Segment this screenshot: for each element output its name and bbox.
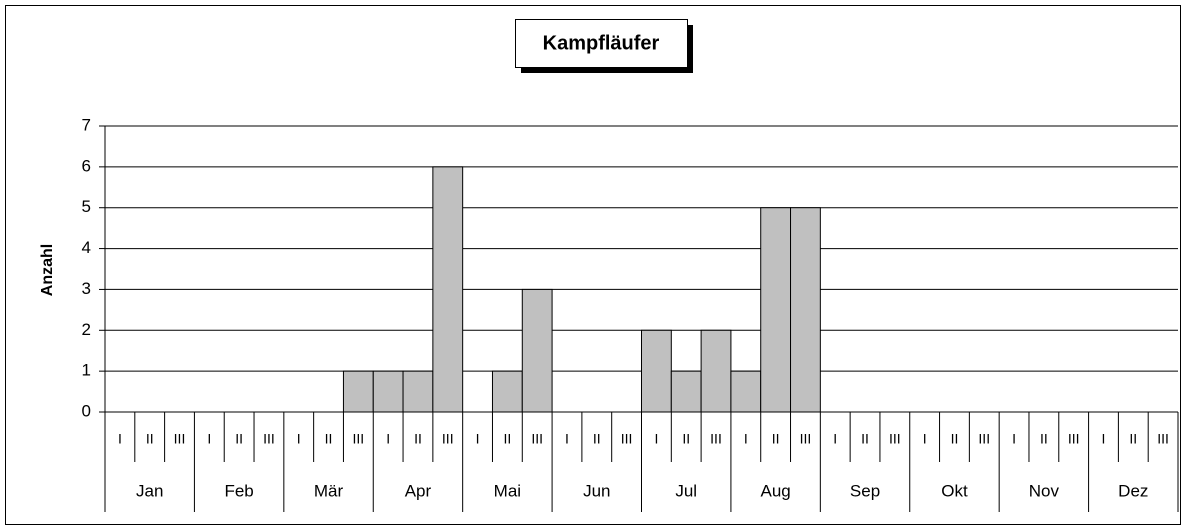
x-tick-label: III <box>1157 431 1169 447</box>
x-tick-label: II <box>325 431 333 447</box>
x-group-label: Jul <box>675 481 697 500</box>
x-group-label: Jun <box>583 481 610 500</box>
x-tick-label: II <box>772 431 780 447</box>
x-tick-label: II <box>861 431 869 447</box>
x-tick-label: I <box>386 431 390 447</box>
y-tick-label: 7 <box>82 115 91 134</box>
x-tick-label: I <box>833 431 837 447</box>
bar <box>521 288 553 413</box>
x-group-label: Aug <box>761 481 791 500</box>
title-box <box>515 19 688 68</box>
y-tick-label: 1 <box>82 361 91 380</box>
x-group-label: Nov <box>1029 481 1060 500</box>
bar <box>342 370 374 413</box>
x-tick-label: III <box>353 431 365 447</box>
x-tick-label: III <box>621 431 633 447</box>
bar <box>790 207 821 413</box>
x-tick-label: I <box>207 431 211 447</box>
x-group-label: Mai <box>494 481 521 500</box>
x-tick-label: II <box>414 431 422 447</box>
x-tick-label: III <box>442 431 454 447</box>
bar <box>641 329 672 413</box>
bar <box>730 370 762 413</box>
x-tick-label: II <box>503 431 511 447</box>
bar <box>491 370 523 413</box>
x-tick-label: I <box>744 431 748 447</box>
x-group-label: Okt <box>941 481 968 500</box>
x-tick-label: III <box>800 431 812 447</box>
x-tick-label: I <box>1102 431 1106 447</box>
x-group-label: Apr <box>405 481 432 500</box>
x-tick-label: I <box>565 431 569 447</box>
x-tick-label: II <box>1129 431 1137 447</box>
bar <box>760 207 792 413</box>
x-group-label: Jan <box>136 481 163 500</box>
y-tick-label: 0 <box>82 401 91 420</box>
x-tick-label: III <box>263 431 275 447</box>
x-tick-label: II <box>146 431 154 447</box>
x-tick-label: III <box>710 431 722 447</box>
y-tick-label: 2 <box>82 320 91 339</box>
x-tick-label: I <box>654 431 658 447</box>
bar <box>432 166 464 413</box>
x-tick-label: II <box>1040 431 1048 447</box>
x-tick-label: III <box>978 431 990 447</box>
x-tick-label: II <box>951 431 959 447</box>
chart-border <box>5 5 1181 525</box>
y-tick-label: 5 <box>82 197 91 216</box>
x-tick-label: III <box>531 431 543 447</box>
x-tick-label: I <box>297 431 301 447</box>
x-group-label: Mär <box>314 481 344 500</box>
x-tick-label: III <box>174 431 186 447</box>
bar <box>700 329 732 413</box>
y-axis-label: Anzahl <box>39 244 56 296</box>
bar <box>402 370 434 413</box>
y-tick-label: 3 <box>82 279 91 298</box>
x-group-label: Dez <box>1118 481 1148 500</box>
x-tick-label: I <box>118 431 122 447</box>
x-group-label: Feb <box>224 481 253 500</box>
x-tick-label: III <box>889 431 901 447</box>
y-tick-label: 6 <box>82 156 91 175</box>
x-tick-label: I <box>476 431 480 447</box>
x-tick-label: II <box>682 431 690 447</box>
y-tick-label: 4 <box>82 238 91 257</box>
x-tick-label: I <box>1012 431 1016 447</box>
chart-title: Kampfläufer <box>543 32 660 54</box>
x-tick-label: II <box>235 431 243 447</box>
bar <box>372 370 404 413</box>
x-group-label: Sep <box>850 481 880 500</box>
x-tick-label: I <box>923 431 927 447</box>
x-tick-label: II <box>593 431 601 447</box>
bar <box>670 370 702 413</box>
x-tick-label: III <box>1068 431 1080 447</box>
